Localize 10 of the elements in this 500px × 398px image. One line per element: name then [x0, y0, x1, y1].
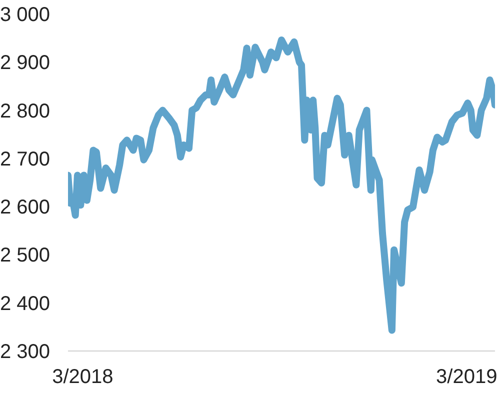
- x-tick-label: 3/2019: [436, 366, 498, 388]
- y-tick-label: 2 300: [0, 341, 50, 363]
- y-tick-label: 3 000: [0, 4, 50, 26]
- y-tick-label: 2 400: [0, 292, 50, 315]
- y-tick-label: 2 800: [0, 100, 50, 122]
- x-tick-label: 3/2018: [52, 366, 114, 388]
- y-tick-label: 2 600: [0, 196, 50, 219]
- y-tick-label: 2 500: [0, 244, 50, 267]
- y-tick-label: 2 700: [0, 148, 50, 170]
- y-tick-label: 2 900: [0, 52, 50, 74]
